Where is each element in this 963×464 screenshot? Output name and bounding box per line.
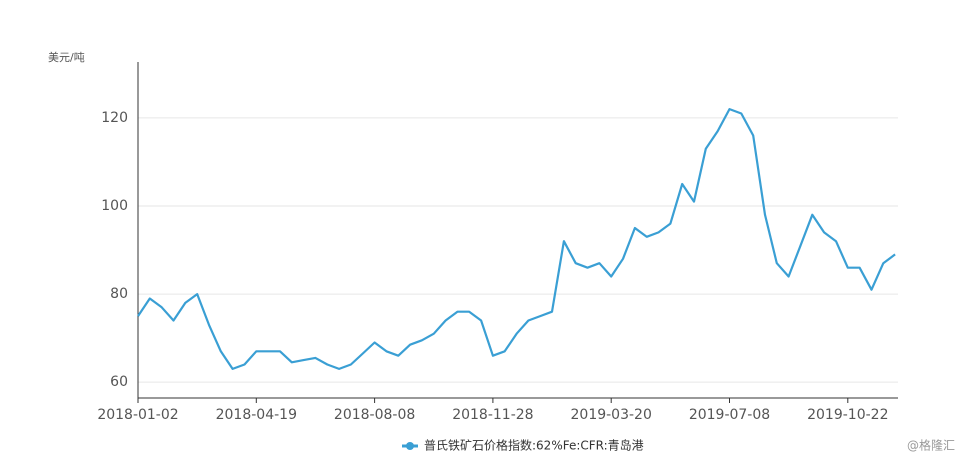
legend-marker xyxy=(406,442,414,450)
watermark: @格隆汇 xyxy=(907,438,955,453)
x-tick-label: 2018-11-28 xyxy=(452,407,533,423)
legend-label: 普氏铁矿石价格指数:62%Fe:CFR:青岛港 xyxy=(424,438,644,453)
y-tick-label: 80 xyxy=(110,286,128,302)
x-tick-label: 2018-01-02 xyxy=(97,407,178,423)
y-tick-label: 100 xyxy=(101,198,128,214)
y-tick-label: 120 xyxy=(101,110,128,126)
x-tick-label: 2018-08-08 xyxy=(334,407,415,423)
data-line xyxy=(137,108,896,370)
x-tick-label: 2019-07-08 xyxy=(689,407,770,423)
x-tick-label: 2019-10-22 xyxy=(807,407,888,423)
y-tick-label: 60 xyxy=(110,374,128,390)
x-tick-label: 2018-04-19 xyxy=(216,407,297,423)
x-tick-label: 2019-03-20 xyxy=(571,407,652,423)
y-unit: 美元/吨 xyxy=(48,51,85,64)
